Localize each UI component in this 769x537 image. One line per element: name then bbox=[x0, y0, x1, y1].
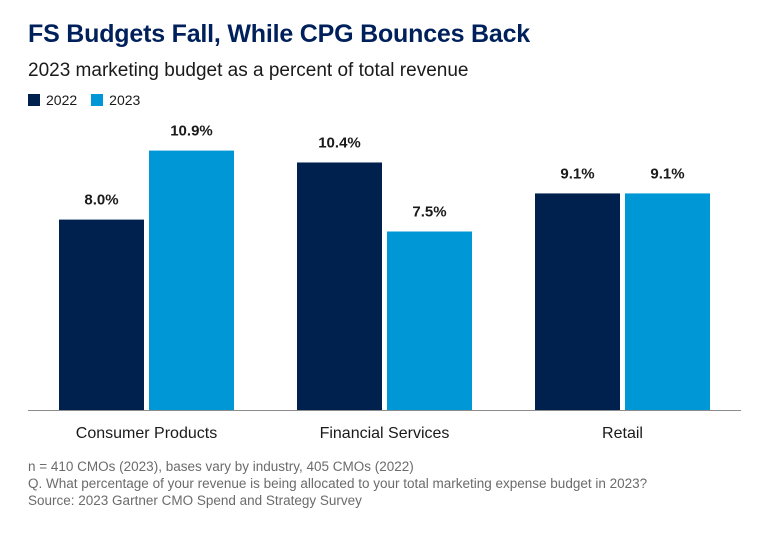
data-label-2023-2: 9.1% bbox=[650, 165, 684, 182]
footnotes: n = 410 CMOs (2023), bases vary by indus… bbox=[28, 458, 647, 509]
data-label-2022-1: 10.4% bbox=[318, 134, 361, 151]
legend-item-2022: 2022 bbox=[28, 92, 77, 108]
data-label-2022-0: 8.0% bbox=[84, 192, 118, 209]
legend-item-2023: 2023 bbox=[91, 92, 140, 108]
chart-title: FS Budgets Fall, While CPG Bounces Back bbox=[28, 20, 531, 48]
category-label-0: Consumer Products bbox=[76, 425, 217, 442]
legend-swatch-2022 bbox=[28, 94, 40, 106]
data-label-2023-1: 7.5% bbox=[412, 204, 446, 221]
category-label-1: Financial Services bbox=[320, 425, 450, 442]
data-label-2023-0: 10.9% bbox=[170, 123, 213, 140]
footnote-sample: n = 410 CMOs (2023), bases vary by indus… bbox=[28, 459, 414, 474]
legend: 2022 2023 bbox=[28, 92, 154, 108]
legend-swatch-2023 bbox=[91, 94, 104, 106]
footnote-source: Source: 2023 Gartner CMO Spend and Strat… bbox=[28, 493, 362, 508]
bar-2023-0 bbox=[149, 150, 234, 410]
data-label-2022-2: 9.1% bbox=[560, 165, 594, 182]
bar-2022-1 bbox=[297, 162, 382, 410]
legend-label-2023: 2023 bbox=[109, 92, 141, 108]
chart-subtitle: 2023 marketing budget as a percent of to… bbox=[28, 60, 469, 81]
footnote-question: Q. What percentage of your revenue is be… bbox=[28, 476, 648, 491]
legend-label-2022: 2022 bbox=[46, 92, 78, 108]
bar-2023-2 bbox=[625, 193, 710, 410]
bar-2022-2 bbox=[535, 193, 620, 410]
category-label-2: Retail bbox=[602, 425, 643, 442]
bar-2023-1 bbox=[387, 231, 472, 410]
bar-2022-0 bbox=[59, 219, 144, 410]
